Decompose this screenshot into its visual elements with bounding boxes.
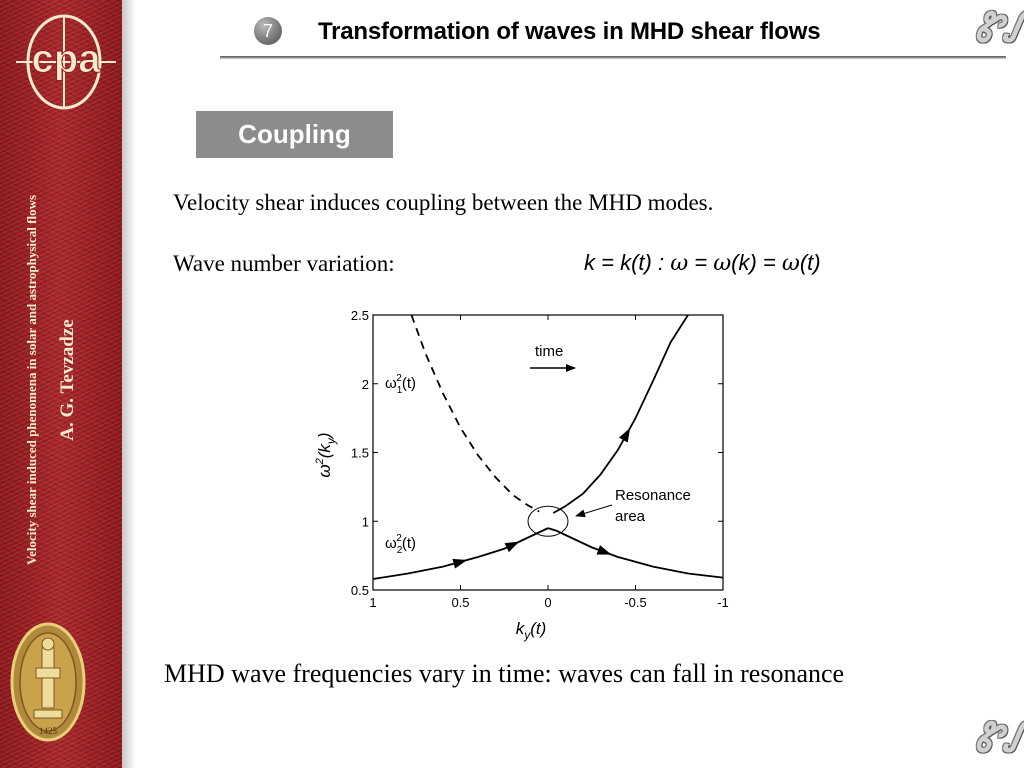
y-tick-label: 1 bbox=[362, 514, 369, 529]
formula-part-3: (k) = bbox=[731, 250, 782, 275]
page-title: Transformation of waves in MHD shear flo… bbox=[318, 18, 821, 45]
logo-text: cpa bbox=[32, 37, 102, 81]
omega2-arg: (t) bbox=[402, 535, 416, 552]
omega2-main: ω bbox=[385, 535, 397, 552]
section-label: Coupling bbox=[196, 111, 393, 158]
series-title: Velocity shear induced phenomena in sola… bbox=[24, 194, 39, 566]
resonance-label-2: area bbox=[615, 508, 646, 525]
omega1-sub: 1 bbox=[397, 385, 403, 396]
x-tick-label: -1 bbox=[717, 595, 729, 610]
x-tick-label: -0.5 bbox=[624, 595, 646, 610]
omega1-main: ω bbox=[385, 375, 397, 392]
series-line-1 bbox=[552, 314, 689, 514]
slide-number-badge: 7 bbox=[254, 17, 282, 45]
y-axis-label: ω2(ky) bbox=[314, 432, 338, 477]
omega1-sup: 2 bbox=[396, 373, 402, 384]
omega2-sup: 2 bbox=[396, 533, 402, 544]
author-name: A. G. Tevzadze bbox=[57, 319, 78, 441]
series-direction-arrow bbox=[504, 541, 520, 553]
formula-omega-1: ω bbox=[670, 251, 689, 276]
x-tick-label: 0.5 bbox=[451, 595, 469, 610]
omega1-arg: (t) bbox=[402, 375, 416, 392]
series-direction-arrow bbox=[618, 427, 631, 443]
series-direction-arrow bbox=[596, 545, 612, 555]
chart-axes: 1 0.5 0 -0.5 -10.511.522.5 bbox=[351, 308, 729, 610]
sidebar-vertical-caption: Velocity shear induced phenomena in sola… bbox=[19, 145, 109, 615]
ornament-bottom-icon: ᏑᏁ bbox=[975, 714, 1024, 761]
time-label: time bbox=[535, 343, 563, 360]
y-tick-label: 1.5 bbox=[351, 446, 369, 461]
x-tick-label: 1 bbox=[369, 595, 376, 610]
sidebar: cpa Velocity shear induced phenomena in … bbox=[0, 0, 122, 768]
formula-part-2: = bbox=[688, 250, 714, 275]
omega1-series-label: ω12(t) bbox=[385, 373, 416, 396]
plot-frame bbox=[372, 314, 724, 591]
formula-omega-3: ω bbox=[781, 251, 800, 276]
omega2-series-label: ω22(t) bbox=[385, 533, 416, 556]
series-line-0 bbox=[410, 314, 540, 513]
series-direction-arrow bbox=[452, 558, 468, 569]
seal-year: 1425 bbox=[39, 726, 58, 736]
resonance-pointer-arrow bbox=[575, 504, 613, 518]
ornament-top-icon: ᏑᏁ bbox=[975, 4, 1024, 51]
formula-part-1: k = k(t) : bbox=[584, 250, 671, 275]
body-text-line-2: Wave number variation: bbox=[173, 251, 395, 276]
sidebar-shadow bbox=[122, 0, 136, 768]
y-tick-label: 2 bbox=[362, 377, 369, 392]
figure-caption: MHD wave frequencies vary in time: waves… bbox=[164, 659, 845, 688]
dispersion-figure: 1 0.5 0 -0.5 -10.511.522.5 time Resonance ar… bbox=[314, 308, 729, 642]
x-tick-label: 0 bbox=[544, 595, 551, 610]
university-seal-emblem: 1425 bbox=[10, 622, 86, 742]
x-axis-label: ky(t) bbox=[516, 619, 547, 642]
resonance-label-1: Resonance bbox=[615, 487, 691, 504]
header-divider bbox=[220, 56, 1006, 59]
y-tick-label: 0.5 bbox=[351, 583, 369, 598]
formula-omega-2: ω bbox=[713, 251, 732, 276]
omega2-sub: 2 bbox=[397, 545, 403, 556]
formula-part-4: (t) bbox=[799, 250, 821, 275]
y-tick-label: 2.5 bbox=[351, 308, 369, 323]
resonance-area-ellipse bbox=[527, 505, 569, 537]
wave-number-formula: k = k(t) : ω = ω(k) = ω(t) bbox=[584, 250, 821, 276]
chart-series bbox=[372, 314, 724, 580]
body-text-line-1: Velocity shear induces coupling between … bbox=[173, 190, 714, 215]
cpa-logo: cpa bbox=[16, 14, 116, 110]
